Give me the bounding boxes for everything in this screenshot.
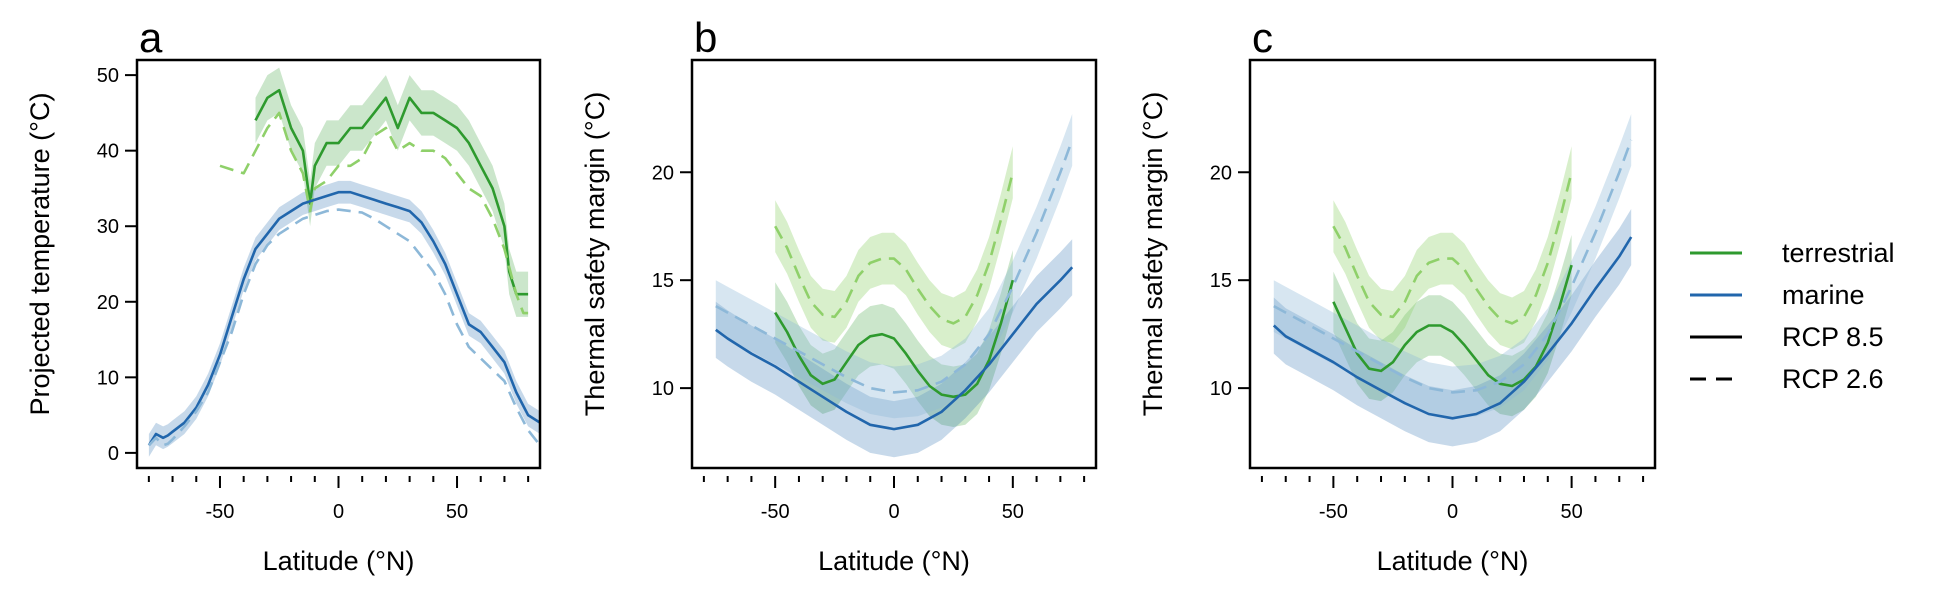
band-terrestrial-rcp85: [255, 67, 529, 317]
y-tick-label: 0: [108, 443, 119, 465]
x-tick-label: -50: [206, 501, 235, 523]
x-axis-title: Latitude (°N): [1377, 546, 1529, 576]
x-tick-label: 50: [1560, 501, 1582, 523]
line-marine-rcp26: [147, 208, 540, 447]
panel-label: b: [694, 14, 717, 61]
band-marine-rcp85: [715, 239, 1073, 458]
x-tick-label: 0: [888, 501, 899, 523]
y-axis-title: Thermal safety margin (°C): [580, 92, 610, 416]
y-tick-label: 20: [652, 162, 674, 184]
panel-a: -50 0 50 0 10 20 30 40 50 Latitude (°N) Projected …: [25, 14, 542, 576]
line-terrestrial-rcp26: [219, 111, 529, 315]
plot-area: [1272, 114, 1633, 447]
x-tick-label: -50: [1319, 501, 1348, 523]
line-marine-rcp26: [1273, 139, 1633, 394]
line-marine-rcp26: [715, 139, 1074, 394]
line-terrestrial-rcp26: [774, 171, 1015, 325]
x-tick-label: 50: [446, 501, 468, 523]
panel-label: c: [1252, 14, 1273, 61]
legend-label: RCP 2.6: [1782, 364, 1884, 394]
line-marine-rcp85: [1272, 236, 1633, 420]
x-tick-label: 0: [333, 501, 344, 523]
x-axis-title: Latitude (°N): [818, 546, 970, 576]
line-terrestrial-rcp26: [1332, 171, 1573, 325]
y-tick-label: 10: [1210, 378, 1232, 400]
line-terrestrial-rcp85: [254, 88, 529, 296]
y-tick-label: 10: [652, 378, 674, 400]
band-marine-rcp26: [1273, 114, 1632, 419]
band-marine-rcp85: [1273, 209, 1632, 447]
legend-label: marine: [1782, 280, 1865, 310]
y-tick-label: 30: [97, 216, 119, 238]
y-tick-label: 20: [97, 292, 119, 314]
y-tick-label: 15: [652, 270, 674, 292]
plot-frame: [135, 58, 542, 470]
band-marine-rcp85: [148, 180, 540, 457]
plot-frame: [1248, 58, 1657, 470]
x-axis-title: Latitude (°N): [263, 546, 415, 576]
y-axis-title: Projected temperature (°C): [25, 93, 55, 416]
y-tick-label: 40: [97, 141, 119, 163]
plot-frame: [690, 58, 1098, 470]
band-terrestrial-rcp26: [1333, 146, 1572, 350]
y-tick-label: 10: [97, 367, 119, 389]
y-axis-title: Thermal safety margin (°C): [1138, 92, 1168, 416]
y-tick-label: 15: [1210, 270, 1232, 292]
x-tick-label: 0: [1447, 501, 1458, 523]
band-marine-rcp26: [715, 114, 1073, 419]
x-tick-label: -50: [761, 501, 790, 523]
x-tick-label: 50: [1002, 501, 1024, 523]
plot-area: [147, 67, 540, 457]
legend-label: terrestrial: [1782, 238, 1895, 268]
panel-b: -50 0 50 10 15 20 Latitude (°N) Thermal safety …: [580, 14, 1098, 576]
y-tick-label: 20: [1210, 162, 1232, 184]
panel-c: -50 0 50 10 15 20 Latitude (°N) Thermal safety …: [1138, 14, 1657, 576]
plot-area: [715, 114, 1074, 458]
line-marine-rcp85: [715, 266, 1074, 431]
legend-label: RCP 8.5: [1782, 322, 1884, 352]
legend: terrestrial marine RCP 8.5 RCP 2.6: [1690, 238, 1895, 394]
line-terrestrial-rcp85: [774, 279, 1015, 399]
y-tick-label: 50: [97, 65, 119, 87]
band-terrestrial-rcp26: [775, 146, 1013, 350]
line-marine-rcp85: [147, 190, 540, 446]
panel-label: a: [139, 14, 163, 61]
